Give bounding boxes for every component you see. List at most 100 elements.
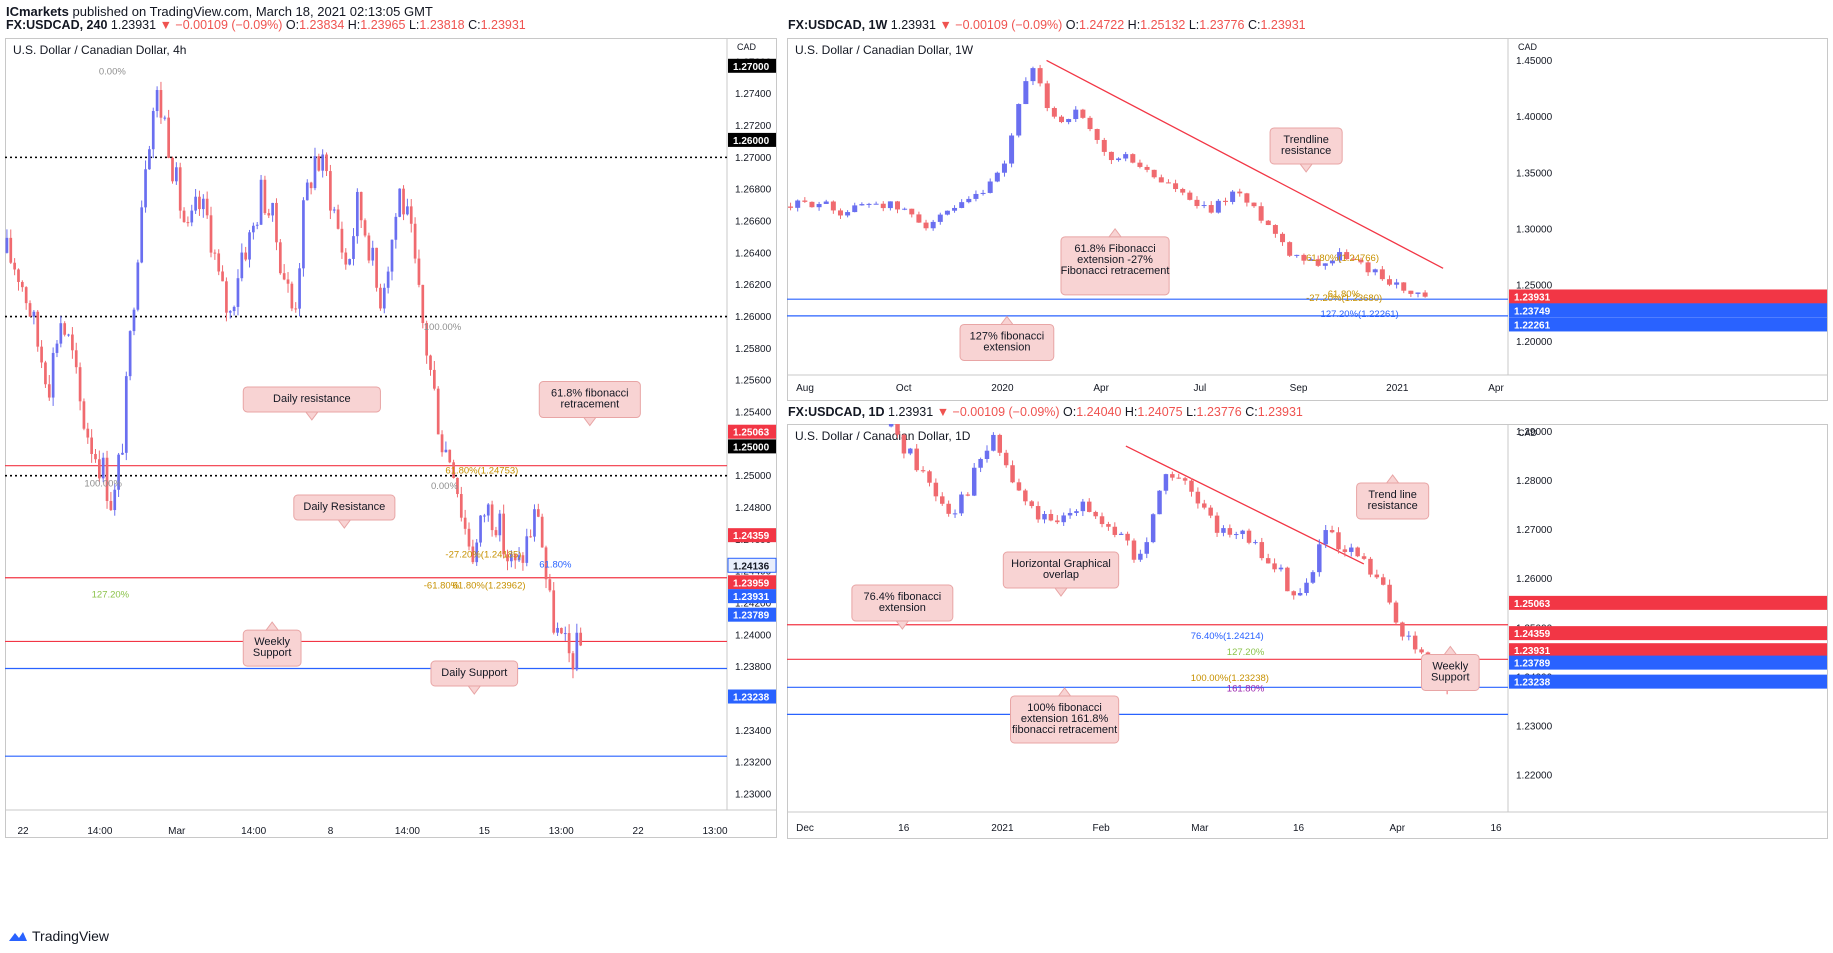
price-tick-label: 1.29000 xyxy=(1516,427,1553,438)
candle-body xyxy=(1380,577,1386,585)
candle-body xyxy=(325,154,328,172)
price-tag-label: 1.25063 xyxy=(1514,599,1551,610)
callout-text: extension 161.8% xyxy=(1021,713,1109,725)
candle-body xyxy=(1265,558,1271,564)
candle-body xyxy=(71,334,74,351)
candle-body xyxy=(1246,530,1252,543)
candle-body xyxy=(517,555,521,561)
candle-body xyxy=(887,201,893,209)
trendline xyxy=(1046,59,1444,269)
candle-body xyxy=(159,90,163,118)
price-tag-label: 1.22261 xyxy=(1514,320,1551,331)
tradingview-logo-icon[interactable] xyxy=(8,929,28,943)
candle-body xyxy=(1258,206,1264,221)
candle-body xyxy=(117,454,120,490)
fib-label: 100.00% xyxy=(424,322,462,333)
callout-text: overlap xyxy=(1043,569,1079,581)
candle-body xyxy=(90,437,93,454)
fib-label: 100.00%(1.23238) xyxy=(1191,673,1269,684)
candle-body xyxy=(560,627,563,634)
candle-body xyxy=(978,458,983,468)
candle-body xyxy=(959,202,965,208)
candle-body xyxy=(421,284,425,324)
callout-text: 127% fibonacci xyxy=(970,330,1045,342)
candle-body xyxy=(933,482,939,497)
price-tag xyxy=(728,132,776,147)
price-tick-label: 1.25800 xyxy=(735,344,772,355)
ohlc-change: ▼ −0.00109 (−0.09%) xyxy=(939,18,1066,32)
candle-body xyxy=(1130,154,1136,163)
candle-body xyxy=(140,207,144,263)
price-tag xyxy=(728,589,776,604)
candle-body xyxy=(332,209,336,211)
candle-body xyxy=(1187,192,1193,200)
candle-body xyxy=(444,449,448,453)
candle-body xyxy=(1215,200,1221,213)
time-tick-label: Jul xyxy=(1193,383,1206,394)
ohlc-legend-4h: FX:USDCAD, 240 1.23931 ▼ −0.00109 (−0.09… xyxy=(6,18,526,32)
candle-body xyxy=(225,281,228,313)
footer: TradingView xyxy=(8,928,109,944)
ohlc-price: 1.23931 xyxy=(890,18,940,32)
candle-body xyxy=(1323,530,1328,545)
candle-body xyxy=(17,269,20,282)
callout-pointer xyxy=(1443,645,1458,655)
price-tag-label: 1.23931 xyxy=(1514,292,1551,303)
candle-body xyxy=(355,191,359,237)
candle-body xyxy=(433,369,436,389)
candle-body xyxy=(1194,199,1200,207)
price-tag-label: 1.24359 xyxy=(733,531,770,542)
candle-body xyxy=(1349,547,1354,552)
candle-body xyxy=(109,500,113,511)
candle-body xyxy=(379,287,382,309)
chart-svg-1w[interactable]: 1.45000 1.40000 1.35000 1.30000 1.25000 1.200… xyxy=(787,38,1828,401)
footer-brand[interactable]: TradingView xyxy=(32,928,110,944)
candle-body xyxy=(529,536,532,538)
chart-panel-1w[interactable]: 1.45000 1.40000 1.35000 1.30000 1.25000 1.200… xyxy=(787,38,1828,401)
chart-svg-1d[interactable]: 1.290001.280001.270001.260001.250001.240… xyxy=(787,424,1828,839)
candle-body xyxy=(1099,516,1105,525)
candle-body xyxy=(1023,490,1028,502)
candle-body xyxy=(888,424,894,427)
chart-panel-4h[interactable]: 1.276001.274001.272001.270001.268001.266… xyxy=(5,38,777,838)
price-tag xyxy=(728,689,776,704)
candle-body xyxy=(409,206,413,224)
ohlc-close: 1.23931 xyxy=(1257,405,1303,419)
price-tick-label: 1.27000 xyxy=(735,153,772,164)
candle-body xyxy=(479,515,482,543)
callout-pointer xyxy=(999,315,1014,325)
candle-body xyxy=(20,281,24,288)
candle-body xyxy=(548,579,552,591)
publisher-bar: ICmarkets published on TradingView.com, … xyxy=(6,4,433,19)
candle-body xyxy=(340,228,344,253)
candle-body xyxy=(475,542,479,563)
candle-body xyxy=(105,457,109,501)
candle-body xyxy=(417,258,421,285)
price-tick-label: 1.23000 xyxy=(1516,722,1553,733)
ohlc-high: 1.24075 xyxy=(1137,405,1187,419)
candle-body xyxy=(367,235,371,261)
callout-text: Daily Resistance xyxy=(303,501,385,513)
price-tick-label: 1.35000 xyxy=(1516,168,1553,179)
ohlc-change: ▼ −0.00109 (−0.09%) xyxy=(159,18,286,32)
candle-body xyxy=(1280,233,1286,243)
chart-panel-1d[interactable]: 1.290001.280001.270001.260001.250001.240… xyxy=(787,424,1828,839)
price-tag xyxy=(728,607,776,622)
price-tag xyxy=(1509,674,1827,689)
price-tag-label: 1.26000 xyxy=(733,136,770,147)
ohlc-price: 1.23931 xyxy=(110,18,160,32)
callout-text: 100% fibonacci xyxy=(1027,702,1102,714)
time-tick-label: 22 xyxy=(633,826,645,837)
chart-svg-4h[interactable]: 1.276001.274001.272001.270001.268001.266… xyxy=(5,38,777,838)
price-tick-label: 1.26000 xyxy=(735,312,772,323)
candle-body xyxy=(282,273,286,280)
publisher-name[interactable]: ICmarkets xyxy=(6,4,69,19)
candle-body xyxy=(74,350,78,368)
time-tick-label: Oct xyxy=(896,383,912,394)
candle-body xyxy=(402,188,405,215)
candle-body xyxy=(540,516,544,548)
candle-body xyxy=(1422,292,1428,297)
candle-body xyxy=(965,494,971,496)
candle-body xyxy=(317,156,321,171)
fib-label: 76.40%(1.24214) xyxy=(1191,631,1264,642)
